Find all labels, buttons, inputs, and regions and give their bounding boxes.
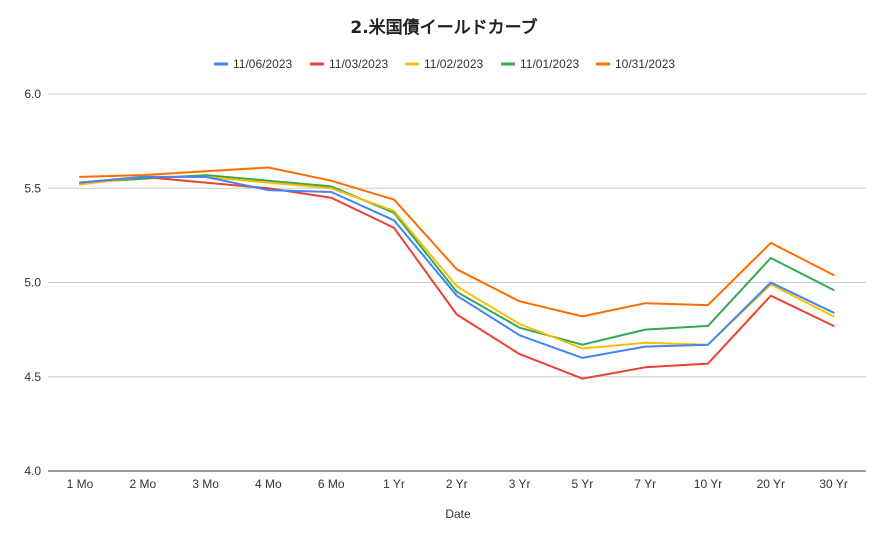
x-tick-label: 4 Mo <box>255 477 282 491</box>
legend-label: 11/02/2023 <box>424 57 483 71</box>
x-axis-ticks: 1 Mo 2 Mo 3 Mo 4 Mo 6 Mo 1 Yr 2 Yr 3 Yr 5 Yr 7 Yr… <box>67 477 848 491</box>
y-tick-label: 4.5 <box>24 370 41 384</box>
x-tick-label: 3 Yr <box>509 477 531 491</box>
x-tick-label: 2 Mo <box>129 477 156 491</box>
legend-label: 10/31/2023 <box>615 57 675 71</box>
legend-label: 11/03/2023 <box>329 57 388 71</box>
y-tick-label: 5.0 <box>24 276 41 290</box>
legend-item[interactable]: 10/31/2023 <box>596 57 675 71</box>
x-tick-label: 7 Yr <box>634 477 656 491</box>
gridlines <box>48 93 866 472</box>
x-tick-label: 5 Yr <box>572 477 594 491</box>
x-tick-label: 1 Mo <box>67 477 94 491</box>
x-tick-label: 3 Mo <box>192 477 219 491</box>
chart-title: 2.米国債イールドカーブ <box>350 17 537 38</box>
x-tick-label: 1 Yr <box>383 477 405 491</box>
x-tick-label: 30 Yr <box>819 477 847 491</box>
series-line-11-01-2023 <box>79 174 835 346</box>
y-axis-ticks: 4.0 4.5 5.0 5.5 6.0 <box>24 87 41 478</box>
x-tick-label: 20 Yr <box>757 477 785 491</box>
series-line-11-06-2023 <box>79 175 835 359</box>
legend: 11/06/2023 11/03/2023 11/02/2023 11/01/2023… <box>214 57 675 71</box>
x-tick-label: 6 Mo <box>318 477 345 491</box>
legend-item[interactable]: 11/02/2023 <box>405 57 483 71</box>
legend-item[interactable]: 11/01/2023 <box>501 57 579 71</box>
legend-label: 11/01/2023 <box>520 57 579 71</box>
series-line-10-31-2023 <box>79 166 835 318</box>
series-line-11-02-2023 <box>79 175 835 350</box>
legend-label: 11/06/2023 <box>233 57 292 71</box>
x-axis-label: Date <box>445 507 471 521</box>
y-tick-label: 6.0 <box>24 87 41 101</box>
legend-item[interactable]: 11/06/2023 <box>214 57 292 71</box>
y-tick-label: 5.5 <box>24 181 41 195</box>
x-tick-label: 2 Yr <box>446 477 468 491</box>
legend-item[interactable]: 11/03/2023 <box>310 57 388 71</box>
series-lines <box>79 166 835 380</box>
series-line-11-03-2023 <box>79 175 835 380</box>
y-tick-label: 4.0 <box>24 464 41 478</box>
x-tick-label: 10 Yr <box>694 477 722 491</box>
